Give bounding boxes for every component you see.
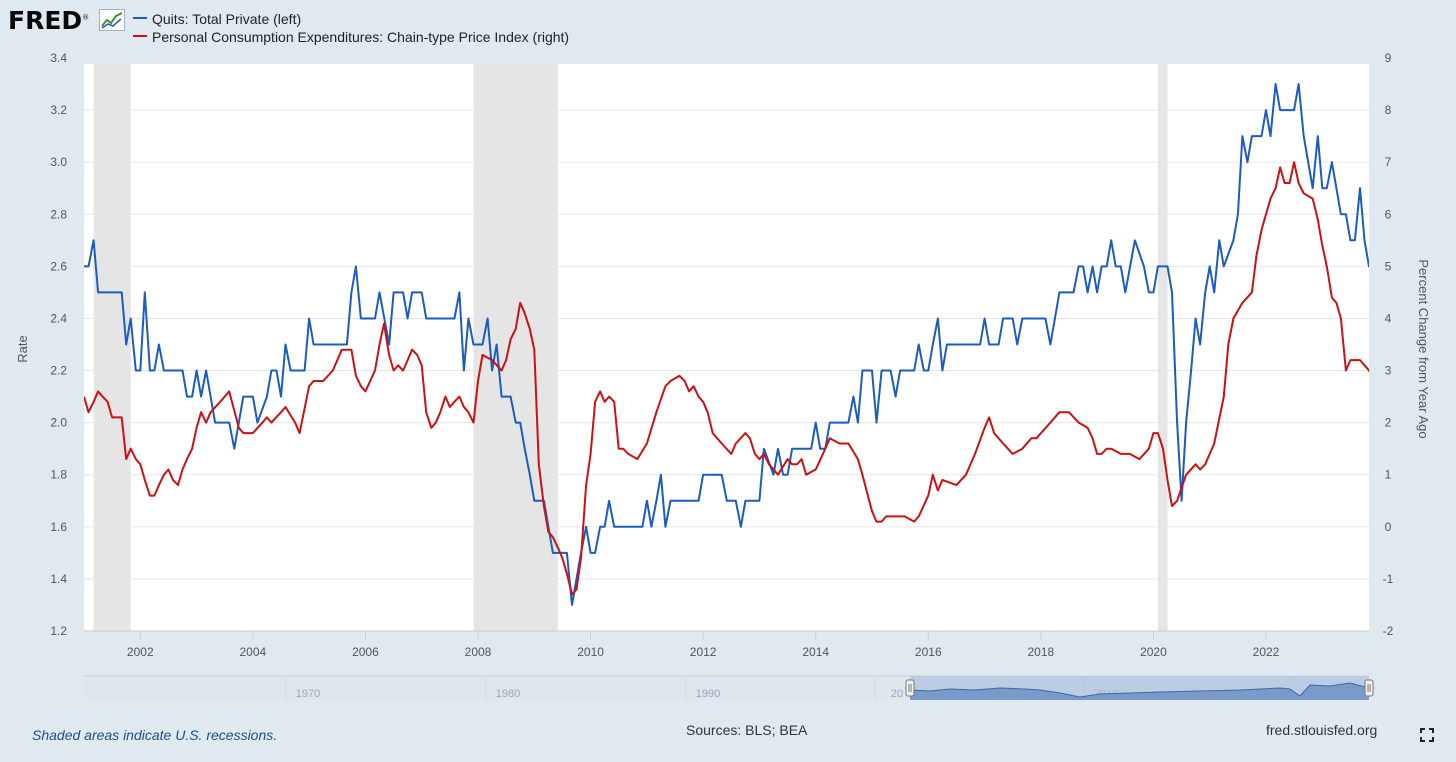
right-tick-label: 3 [1385,364,1392,378]
navigator-left-handle[interactable] [905,679,915,697]
left-tick-label: 1.4 [50,572,67,586]
right-tick-label: 7 [1385,155,1392,169]
series-line-pce [84,161,1369,596]
right-tick-label: 5 [1385,259,1392,273]
x-tick-label: 2016 [915,645,942,659]
x-tick-label: 2020 [1140,645,1167,659]
recession-band [1157,64,1168,631]
right-tick-label: 8 [1385,103,1392,117]
legend-label-quits: Quits: Total Private (left) [152,11,302,27]
right-tick-label: 1 [1385,468,1392,482]
navigator[interactable]: 1970198019902020102020 [84,675,1374,700]
fred-logo[interactable]: FRED® [8,6,90,35]
legend-swatch-pce [133,35,147,38]
navigator-tick-label: 20 [891,688,903,700]
fullscreen-icon[interactable] [1420,728,1434,742]
left-tick-label: 1.6 [50,520,67,534]
left-tick-label: 2.4 [50,311,67,325]
navigator-series-area [910,683,1369,700]
navigator-series-line [909,682,1370,698]
sources-text: Sources: BLS; BEA [686,722,808,738]
x-tick-label: 2008 [465,645,492,659]
x-tick-label: 2014 [802,645,829,659]
x-tick-label: 2012 [690,645,717,659]
right-tick-label: 2 [1385,416,1392,430]
recession-band [473,64,558,631]
left-tick-label: 3.4 [50,51,67,65]
legend-label-pce: Personal Consumption Expenditures: Chain… [152,29,570,45]
left-axis-label: Rate [15,335,30,362]
navigator-tick-label: 1990 [696,688,720,700]
left-tick-label: 3.2 [50,103,67,117]
left-tick-label: 1.2 [50,624,67,638]
right-tick-label: -2 [1383,624,1394,638]
left-tick-label: 2.2 [50,364,67,378]
fred-url-link[interactable]: fred.stlouisfed.org [1266,722,1378,738]
navigator-right-handle[interactable] [1364,679,1374,697]
x-tick-label: 2018 [1028,645,1055,659]
right-axis-label: Percent Change from Year Ago [1416,259,1431,438]
left-tick-label: 3.0 [50,155,67,169]
legend-item-pce[interactable]: Personal Consumption Expenditures: Chain… [133,29,569,45]
x-tick-label: 2010 [577,645,604,659]
legend-swatch-quits [133,17,147,20]
x-tick-label: 2004 [240,645,267,659]
series-line-quits [84,83,1369,606]
left-tick-label: 1.8 [50,468,67,482]
right-tick-label: 0 [1385,520,1392,534]
chart-area: 2002 2004 2006 2008 2010 2012 2014 2016 2018 2020… [15,51,1431,700]
navigator-tick-label: 1980 [496,688,520,700]
recession-note: Shaded areas indicate U.S. recessions. [32,727,278,743]
right-tick-label: -1 [1383,572,1394,586]
left-tick-label: 2.8 [50,207,67,221]
left-tick-label: 2.6 [50,259,67,273]
left-tick-label: 2.0 [50,416,67,430]
recession-band [93,64,131,631]
x-tick-label: 2022 [1253,645,1280,659]
plot-background [84,64,1369,631]
right-tick-label: 6 [1385,207,1392,221]
legend-item-quits[interactable]: Quits: Total Private (left) [133,11,301,27]
fred-logo-chart-icon [99,9,125,31]
navigator-tick-label: 1970 [296,688,320,700]
right-tick-label: 9 [1385,51,1392,65]
x-tick-label: 2002 [127,645,154,659]
right-tick-label: 4 [1385,311,1392,325]
x-tick-label: 2006 [352,645,379,659]
